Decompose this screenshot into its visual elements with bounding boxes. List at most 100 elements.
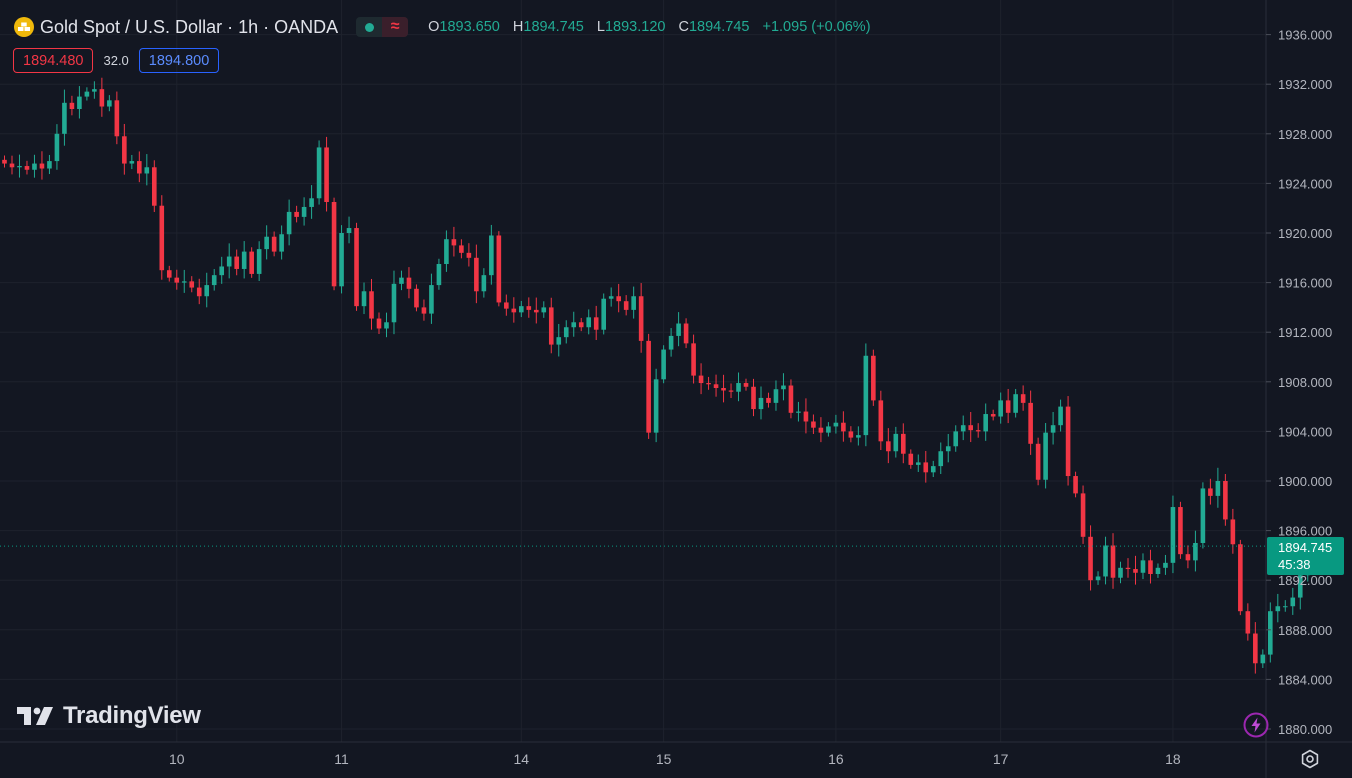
candle — [421, 299, 427, 321]
candle — [1268, 602, 1273, 663]
candle-body — [578, 322, 584, 328]
candle — [166, 265, 172, 282]
candle-body — [878, 400, 884, 442]
candle-body — [593, 317, 599, 330]
candle-body — [871, 355, 876, 401]
price-tick-label: 1892.000 — [1278, 573, 1332, 588]
candle — [533, 297, 539, 324]
candle-body — [1275, 606, 1281, 612]
candle — [1110, 533, 1116, 589]
candle — [264, 225, 269, 260]
wave-icon[interactable]: ≈ — [382, 17, 409, 37]
candle — [1230, 508, 1236, 554]
candle-body — [196, 287, 202, 297]
candle-body — [346, 228, 352, 233]
candle-body — [399, 277, 404, 284]
candle — [743, 378, 749, 391]
candle-body — [189, 281, 195, 288]
candle — [758, 386, 764, 420]
chart-header: Gold Spot / U.S. Dollar · 1h · OANDA ≈ O… — [14, 16, 871, 38]
candle-body — [444, 239, 449, 264]
candle-body — [818, 427, 824, 433]
tradingview-logo[interactable]: TradingView — [17, 702, 201, 730]
candle — [871, 349, 876, 406]
candle — [960, 415, 966, 441]
time-axis[interactable]: 10 11 14 15 16 17 18 — [169, 751, 1181, 767]
candle-body — [848, 431, 854, 438]
candle — [122, 123, 127, 175]
candle-body — [803, 411, 809, 422]
candle-body — [691, 343, 696, 376]
candle-body — [429, 285, 434, 314]
candle-body — [489, 235, 494, 276]
candle — [901, 423, 906, 464]
candle — [1282, 600, 1288, 612]
candle — [548, 297, 554, 354]
dot-icon — [364, 22, 374, 32]
candle-body — [211, 275, 217, 286]
candle — [17, 154, 22, 178]
candle — [54, 124, 60, 170]
candle-body — [466, 252, 472, 258]
candle — [811, 414, 816, 434]
candle-body — [915, 462, 921, 465]
candle-body — [1185, 554, 1191, 561]
candle-body — [1208, 488, 1213, 496]
lightning-icon[interactable] — [1242, 711, 1270, 739]
candle-body — [833, 422, 839, 427]
candle-body — [893, 433, 899, 452]
candle — [2, 155, 7, 168]
candle — [878, 390, 884, 451]
change-value: +1.095 (+0.06%) — [762, 19, 871, 35]
candle — [728, 383, 734, 399]
candle — [1050, 412, 1056, 445]
gold-bars-icon[interactable] — [14, 17, 34, 37]
candle-body — [646, 340, 651, 433]
candle — [24, 160, 30, 175]
candle — [563, 320, 569, 344]
candle-body — [92, 89, 97, 92]
candle — [601, 293, 606, 335]
time-tick-label: 10 — [169, 751, 185, 767]
candle — [1253, 622, 1258, 674]
candle-body — [436, 264, 442, 286]
candle — [1223, 474, 1228, 526]
candle — [234, 249, 239, 276]
price-axis[interactable]: 1936.000 1932.000 1928.000 1924.000 1920.000… — [1266, 28, 1332, 737]
market-status — [356, 17, 382, 37]
candle-body — [166, 270, 172, 278]
candle-body — [69, 102, 75, 109]
candle — [1073, 471, 1078, 498]
candle — [556, 323, 562, 357]
gear-icon[interactable] — [1298, 747, 1322, 771]
candle-body — [1268, 611, 1273, 655]
candle-body — [631, 296, 636, 310]
candle-body — [474, 257, 479, 292]
candle — [1215, 467, 1221, 508]
time-tick-label: 14 — [514, 751, 530, 767]
candle-body — [683, 323, 689, 344]
buy-button[interactable]: 1894.800 — [138, 48, 220, 73]
candle-body — [504, 302, 509, 309]
candle — [1020, 385, 1026, 411]
candle — [204, 272, 210, 308]
candle-body — [1103, 545, 1108, 577]
candle — [414, 284, 419, 312]
candle-body — [1170, 507, 1176, 563]
candle — [766, 392, 771, 408]
candle-body — [421, 307, 427, 314]
symbol-title[interactable]: Gold Spot / U.S. Dollar · 1h · OANDA — [40, 16, 339, 37]
candle — [1133, 555, 1138, 585]
candle-body — [107, 100, 112, 107]
candle-body — [953, 431, 959, 447]
sell-button[interactable]: 1894.480 — [13, 48, 94, 73]
candle-body — [481, 275, 487, 292]
price-tick-label: 1880.000 — [1278, 722, 1332, 737]
candle — [833, 414, 839, 434]
candle-body — [728, 390, 734, 392]
candle-body — [144, 167, 150, 174]
candle — [69, 95, 75, 116]
status-pill[interactable]: ≈ — [356, 17, 409, 37]
price-tick-label: 1896.000 — [1278, 524, 1332, 539]
